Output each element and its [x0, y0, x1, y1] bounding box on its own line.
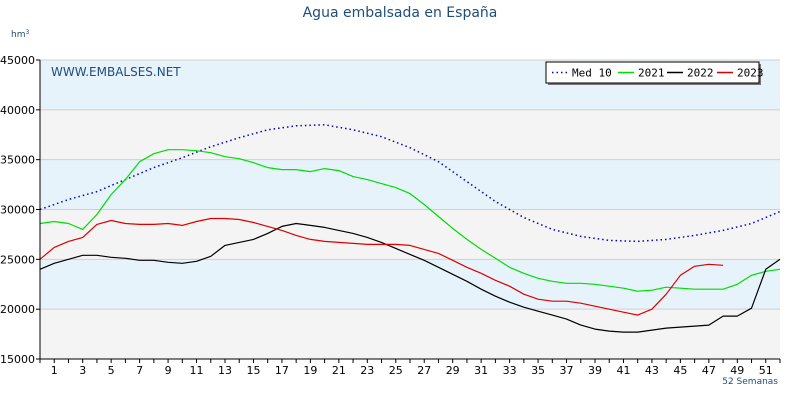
x-tick-label: 9: [165, 364, 172, 377]
y-tick-label: 30000: [0, 204, 35, 217]
y-tick-label: 15000: [0, 353, 35, 366]
y-tick-label: 45000: [0, 54, 35, 67]
y-tick-label: 25000: [0, 253, 35, 266]
y-axis-unit-sup: 3: [25, 29, 29, 36]
series-line-0: [39, 124, 781, 243]
x-tick-label: 15: [246, 364, 260, 377]
x-tick-label: 41: [616, 364, 630, 377]
x-tick-label: 17: [275, 364, 289, 377]
y-tick-label: 35000: [0, 154, 35, 167]
x-tick-label: 43: [645, 364, 659, 377]
x-tick-label: 27: [417, 364, 431, 377]
legend-label-0: Med 10: [572, 67, 612, 80]
x-axis-ticks: 1 3 5 7 9 11 13 15 17 19 21 23 25 27 29 31 33 35 37 39 41 43 4…: [39, 359, 781, 377]
y-tick-label: 20000: [0, 303, 35, 316]
x-tick-label: 1: [51, 364, 58, 377]
x-tick-label: 3: [79, 364, 86, 377]
watermark-text: WWW.EMBALSES.NET: [51, 65, 181, 79]
series-layer: [39, 124, 781, 333]
chart-title: Agua embalsada en España: [303, 5, 498, 21]
legend: Med 10 2021 2022 2023: [545, 61, 764, 85]
series-line-2: [39, 222, 781, 333]
x-tick-label: 49: [730, 364, 744, 377]
x-tick-label: 37: [560, 364, 574, 377]
y-axis-unit: hm3: [11, 29, 29, 40]
legend-label-2: 2022: [687, 67, 714, 80]
x-tick-label: 7: [136, 364, 143, 377]
legend-label-1: 2021: [638, 67, 665, 80]
x-tick-label: 35: [531, 364, 545, 377]
x-tick-label: 29: [446, 364, 460, 377]
plot-band: [40, 109, 780, 160]
x-tick-label: 51: [759, 364, 773, 377]
x-tick-label: 33: [503, 364, 517, 377]
x-axis-label: 52 Semanas: [722, 377, 778, 387]
x-tick-label: 31: [474, 364, 488, 377]
x-tick-label: 47: [702, 364, 716, 377]
x-tick-label: 45: [673, 364, 687, 377]
x-tick-label: 19: [303, 364, 317, 377]
y-tick-label: 40000: [0, 104, 35, 117]
x-tick-label: 13: [218, 364, 232, 377]
plot-band: [40, 309, 780, 359]
series-line-3: [39, 217, 724, 316]
x-tick-label: 5: [108, 364, 115, 377]
x-tick-label: 21: [332, 364, 346, 377]
x-tick-label: 23: [360, 364, 374, 377]
y-axis-unit-base: hm: [11, 30, 25, 40]
legend-label-3: 2023: [737, 67, 764, 80]
legend-box: [545, 61, 760, 84]
plot-band: [40, 209, 780, 260]
x-tick-label: 25: [389, 364, 403, 377]
plot-band: [40, 159, 780, 210]
series-line-1: [39, 149, 781, 292]
plot-band: [40, 259, 780, 310]
y-axis-ticks: 15000 20000 25000 30000 35000 40000 45000: [0, 54, 40, 366]
x-tick-label: 11: [190, 364, 204, 377]
x-tick-label: 39: [588, 364, 602, 377]
